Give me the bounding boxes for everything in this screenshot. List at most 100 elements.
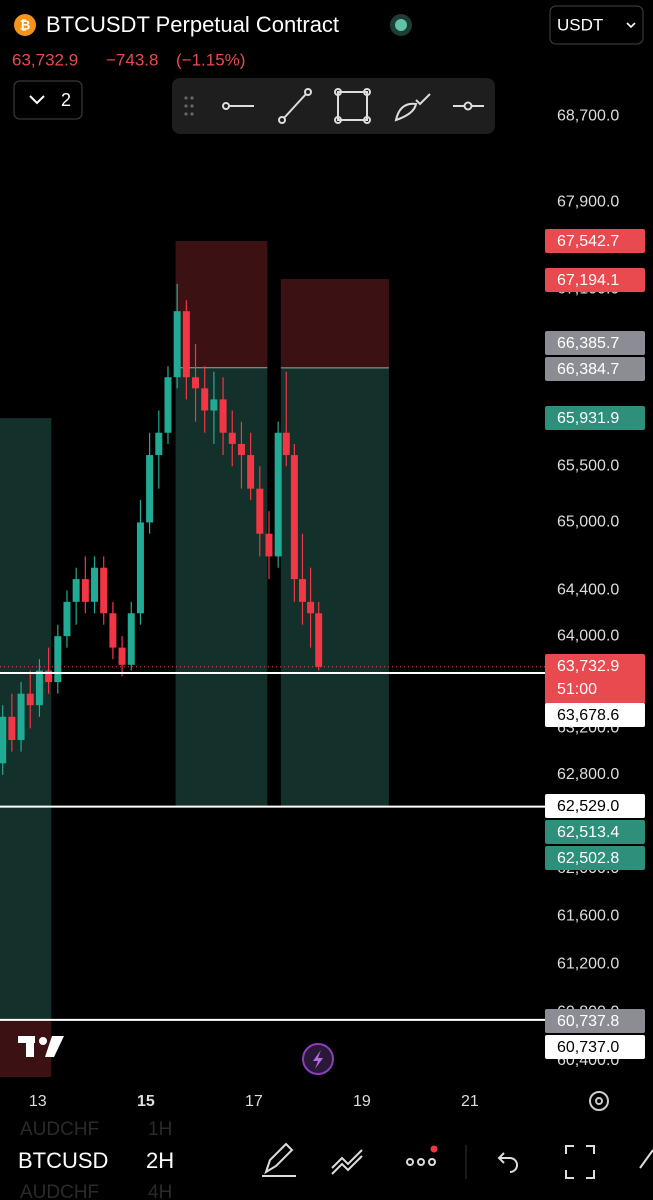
price-badge-label: 66,385.7 (557, 335, 619, 352)
toolbar-grip (184, 96, 194, 116)
ghost-symbol: AUDCHF (20, 1119, 99, 1140)
candle-body (164, 377, 172, 433)
undo-button[interactable] (497, 1152, 518, 1173)
horizontal-line-tool[interactable] (453, 101, 484, 111)
candle-body (173, 311, 181, 378)
ghost-interval: 4H (148, 1182, 172, 1200)
flash-icon (313, 1050, 323, 1069)
rectangle-tool[interactable] (334, 88, 371, 124)
y-tick-label: 64,400.0 (557, 582, 619, 599)
bottom-interval[interactable]: 2H (146, 1148, 174, 1173)
candle-body (219, 399, 227, 433)
price-badge (545, 1009, 645, 1033)
btc-icon-glyph: ₿ (20, 17, 31, 32)
candle-body (307, 601, 315, 614)
candle-body (54, 636, 62, 683)
price-badge-label: 62,529.0 (557, 798, 619, 815)
price-badge-label: 67,542.7 (557, 233, 619, 250)
y-tick-label: 65,500.0 (557, 457, 619, 474)
fullscreen-button[interactable] (565, 1145, 595, 1179)
indicator-caret (29, 95, 45, 105)
indicator-toggle[interactable] (13, 80, 83, 120)
price-badge (545, 331, 645, 355)
y-tick-label: 65,000.0 (557, 514, 619, 531)
candle-body (265, 533, 273, 557)
target-zone (0, 418, 52, 1020)
price-badge (545, 1035, 645, 1059)
candle-body (0, 716, 7, 764)
stop-zone (175, 241, 268, 368)
more-button[interactable] (406, 1158, 436, 1166)
price-badge (545, 794, 645, 818)
x-tick-label: 15 (137, 1093, 155, 1110)
price-badge (545, 703, 645, 727)
price-badge-label: 63,678.6 (557, 707, 619, 724)
candle-body (228, 432, 236, 444)
status-dot (395, 19, 407, 31)
bottom-symbol[interactable]: BTCUSD (18, 1148, 108, 1173)
candle-body (63, 601, 71, 637)
candle-body (182, 311, 190, 378)
price-badge (545, 229, 645, 253)
price-badge (545, 406, 645, 430)
stop-zone (280, 279, 389, 368)
brush-tool[interactable] (394, 93, 431, 122)
candle-body (100, 567, 108, 614)
x-tick-label: 19 (353, 1093, 371, 1110)
price-change-pct: (−1.15%) (176, 50, 245, 69)
price-badge-label: 60,737.0 (557, 1039, 619, 1056)
y-tick-label: 67,900.0 (557, 194, 619, 211)
price-badge (545, 846, 645, 870)
candle-body (109, 613, 117, 648)
x-tick-label: 17 (245, 1093, 263, 1110)
y-tick-label: 64,000.0 (557, 627, 619, 644)
chart-area: 68,700.067,900.067,100.065,500.065,000.0… (0, 108, 645, 1110)
trend-line-tool[interactable] (278, 88, 312, 124)
candle-body (201, 388, 209, 411)
price-badge-label: 62,502.8 (557, 850, 619, 867)
indicator-count: 2 (61, 90, 71, 110)
candle-body (72, 579, 80, 602)
candle-body (315, 613, 323, 667)
candle-body (192, 377, 200, 389)
price-badge-label: 63,732.9 (557, 658, 619, 675)
candle-body (91, 567, 99, 602)
price-badge (545, 268, 645, 292)
price-badge-label: 65,931.9 (557, 410, 619, 427)
ghost-interval: 1H (148, 1119, 172, 1140)
y-tick-label: 62,800.0 (557, 766, 619, 783)
dropdown-caret (626, 22, 636, 29)
draw-button[interactable] (262, 1142, 296, 1177)
symbol-title: BTCUSDT Perpetual Contract (46, 12, 339, 37)
templates-button[interactable] (331, 1149, 363, 1175)
drawing-toolbar (172, 78, 495, 134)
candle-body (290, 455, 298, 580)
candle-body (146, 455, 154, 523)
quote-selector[interactable] (549, 5, 644, 45)
candle-body (118, 647, 126, 665)
candle-body (17, 693, 25, 740)
ghost-symbol: AUDCHF (20, 1182, 99, 1200)
price-badge-label: 67,194.1 (557, 272, 619, 289)
candle-body (298, 579, 306, 602)
y-tick-label: 68,700.0 (557, 108, 619, 125)
candle-body (274, 432, 282, 557)
settings-button[interactable] (589, 1091, 609, 1111)
bar-countdown: 51:00 (557, 681, 597, 698)
price-badge-label: 62,513.4 (557, 824, 619, 841)
horizontal-ray-tool[interactable] (222, 102, 254, 110)
settings-icon-center (595, 1097, 603, 1105)
candle-body (136, 522, 144, 614)
candle-body (155, 432, 163, 456)
notification-dot (430, 1145, 438, 1153)
x-tick-label: 21 (461, 1093, 479, 1110)
candle-body (35, 670, 43, 706)
candle-body (282, 432, 290, 456)
candle-body (81, 579, 89, 602)
x-tick-label: 13 (29, 1093, 47, 1110)
stop-zone (0, 1019, 52, 1077)
candle-body (237, 443, 245, 456)
price-badge-label: 66,384.7 (557, 361, 619, 378)
